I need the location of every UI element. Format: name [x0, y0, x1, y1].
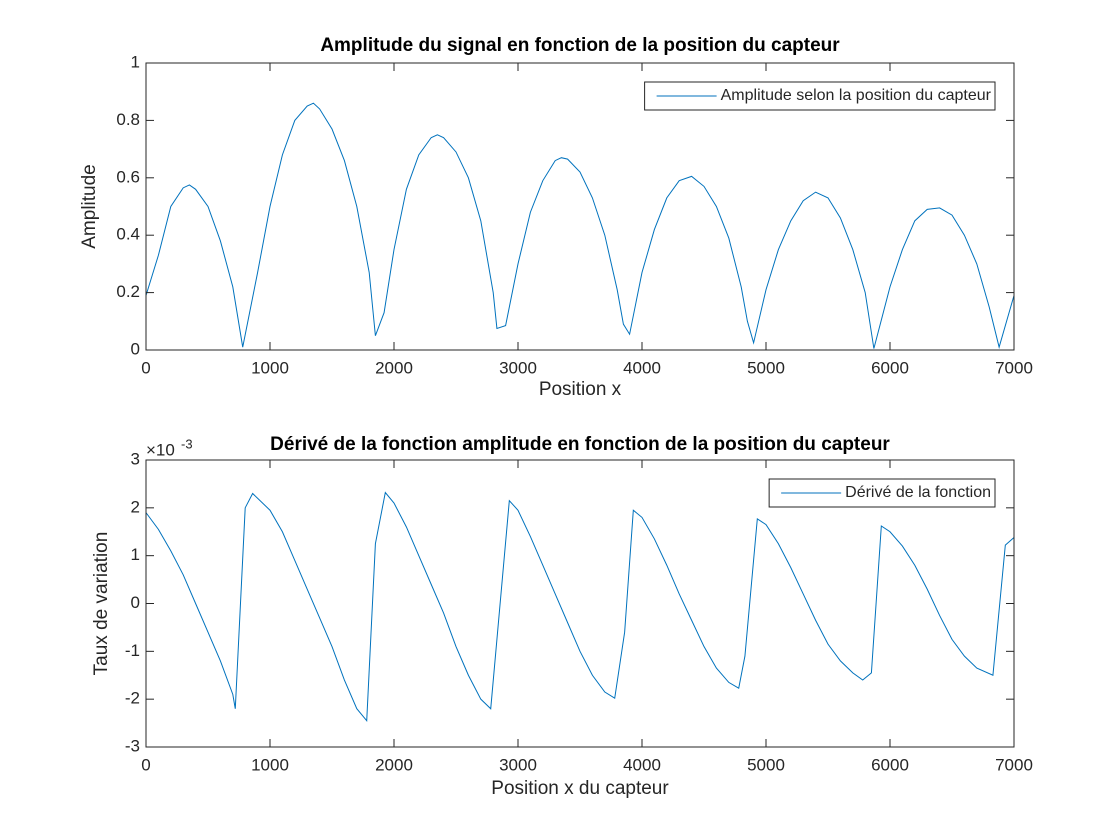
x-tick-label: 7000 — [995, 755, 1033, 774]
y-tick-label: -1 — [125, 641, 140, 660]
x-tick-label: 6000 — [871, 358, 909, 377]
y-tick-label: 0.4 — [116, 225, 140, 244]
x-axis-label: Position x du capteur — [491, 778, 669, 799]
x-tick-label: 1000 — [251, 358, 289, 377]
y-tick-label: 0 — [131, 593, 140, 612]
y-multiplier-exponent: -3 — [181, 436, 193, 451]
x-axis-label: Position x — [539, 379, 622, 400]
x-tick-label: 0 — [141, 755, 150, 774]
legend: Amplitude selon la position du capteur — [644, 81, 996, 111]
y-tick-label: -2 — [125, 689, 140, 708]
y-tick-label: 2 — [131, 497, 140, 516]
axes-box — [145, 62, 1015, 351]
x-tick-label: 2000 — [375, 358, 413, 377]
y-tick-label: 0.6 — [116, 167, 140, 186]
y-tick-label: 0.2 — [116, 282, 140, 301]
y-tick-label: 3 — [131, 449, 140, 468]
y-axis-label: Taux de variation — [91, 532, 112, 676]
y-tick-label: 1 — [131, 545, 140, 564]
x-tick-label: 3000 — [499, 755, 537, 774]
x-tick-label: 6000 — [871, 755, 909, 774]
chart-title: Amplitude du signal en fonction de la po… — [320, 35, 840, 56]
x-tick-label: 5000 — [747, 358, 785, 377]
y-multiplier: ×10 — [146, 440, 175, 459]
x-tick-label: 2000 — [375, 755, 413, 774]
legend-label: Amplitude selon la position du capteur — [721, 87, 992, 104]
x-tick-label: 0 — [141, 358, 150, 377]
x-tick-label: 5000 — [747, 755, 785, 774]
chart-title: Dérivé de la fonction amplitude en fonct… — [270, 434, 890, 455]
y-tick-label: 0 — [131, 339, 140, 358]
y-axis-label: Amplitude — [79, 164, 100, 249]
y-tick-label: 0.8 — [116, 110, 140, 129]
x-tick-label: 4000 — [623, 755, 661, 774]
data-line — [145, 491, 1015, 722]
legend-label: Dérivé de la fonction — [845, 484, 991, 501]
y-tick-label: 1 — [131, 52, 140, 71]
legend: Dérivé de la fonction — [768, 478, 996, 508]
x-tick-label: 1000 — [251, 755, 289, 774]
x-tick-label: 3000 — [499, 358, 537, 377]
x-tick-label: 7000 — [995, 358, 1033, 377]
x-tick-label: 4000 — [623, 358, 661, 377]
data-line — [145, 102, 1015, 350]
y-tick-label: -3 — [125, 736, 140, 755]
